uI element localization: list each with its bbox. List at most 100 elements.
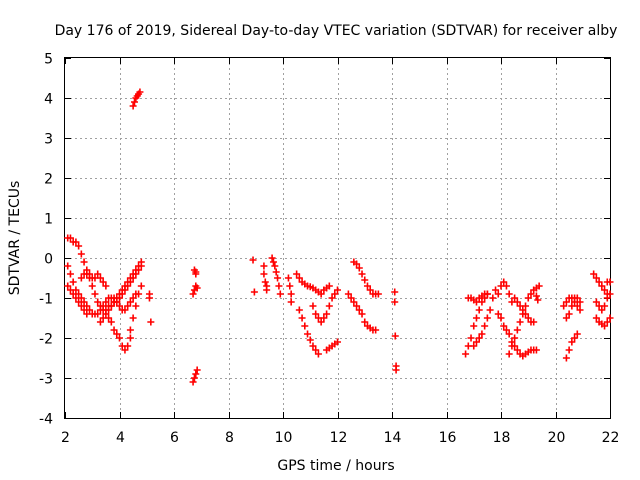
data-point — [287, 298, 295, 306]
data-point — [317, 318, 325, 326]
series-arc-16-17b — [464, 290, 491, 306]
data-point — [309, 302, 317, 310]
data-point — [88, 282, 96, 290]
y-tick-label: -2 — [39, 332, 53, 348]
data-point — [353, 302, 361, 310]
data-point — [69, 278, 77, 286]
data-point — [269, 258, 277, 266]
data-point — [135, 290, 143, 298]
data-point — [576, 306, 584, 314]
data-point — [601, 322, 609, 330]
data-point — [481, 322, 489, 330]
data-point — [312, 310, 320, 318]
data-point — [573, 330, 581, 338]
data-point — [513, 326, 521, 334]
data-point — [83, 310, 91, 318]
data-point — [392, 366, 400, 374]
data-point — [472, 338, 480, 346]
series-arc-d — [77, 270, 110, 290]
y-tick-label: 3 — [44, 132, 53, 148]
data-point — [66, 270, 74, 278]
data-point — [516, 318, 524, 326]
data-point — [562, 314, 570, 322]
data-point — [606, 314, 614, 322]
data-point — [260, 262, 268, 270]
data-point — [121, 286, 129, 294]
series-arc-12-13 — [350, 258, 382, 298]
x-tick-label: 18 — [493, 430, 511, 446]
data-point — [102, 298, 110, 306]
series-arc-18a — [494, 278, 516, 306]
data-point — [64, 262, 72, 270]
data-point — [516, 302, 524, 310]
data-point — [355, 306, 363, 314]
data-point — [80, 258, 88, 266]
data-point — [470, 342, 478, 350]
data-point — [306, 336, 314, 344]
data-point — [391, 332, 399, 340]
data-point — [519, 306, 527, 314]
y-tick-label: 5 — [44, 52, 53, 68]
data-point — [344, 290, 352, 298]
data-point — [511, 334, 519, 342]
series-arc-11a — [309, 286, 341, 326]
data-point — [136, 88, 144, 96]
data-point — [286, 282, 294, 290]
data-point — [598, 306, 606, 314]
x-axis-label: GPS time / hours — [277, 458, 394, 474]
data-point — [331, 290, 339, 298]
data-point — [295, 306, 303, 314]
data-point — [293, 270, 301, 278]
data-point — [72, 238, 80, 246]
data-points — [64, 88, 614, 386]
data-point — [126, 298, 134, 306]
data-point — [105, 314, 113, 322]
data-point — [534, 296, 542, 304]
data-point — [261, 278, 269, 286]
data-point — [271, 262, 279, 270]
data-point — [500, 322, 508, 330]
data-point — [135, 266, 143, 274]
data-point — [590, 270, 598, 278]
data-point — [475, 334, 483, 342]
y-tick-label: 4 — [44, 92, 53, 108]
data-point — [524, 314, 532, 322]
data-point — [190, 374, 198, 382]
data-point — [96, 318, 104, 326]
x-tick-label: 2 — [61, 430, 70, 446]
data-point — [334, 338, 341, 346]
series-arc-10b — [293, 270, 333, 298]
x-tick-label: 4 — [116, 430, 125, 446]
data-point — [298, 314, 306, 322]
data-point — [137, 282, 145, 290]
series-arc-6-7c — [189, 366, 201, 386]
data-point — [328, 294, 336, 302]
data-point — [72, 294, 80, 302]
data-point — [147, 318, 155, 326]
series-arc-12 — [344, 290, 366, 318]
data-point — [124, 282, 132, 290]
x-tick-label: 16 — [439, 430, 457, 446]
data-point — [532, 292, 540, 300]
data-point — [113, 298, 121, 306]
series-arc-h — [105, 314, 134, 354]
x-tick-label: 10 — [275, 430, 293, 446]
data-point — [129, 102, 137, 110]
data-point — [94, 310, 102, 318]
series-arc-9-10a — [260, 262, 271, 294]
data-point — [532, 346, 540, 354]
data-point — [91, 290, 99, 298]
data-point — [118, 290, 126, 298]
y-tick-label: -4 — [39, 412, 53, 428]
x-tick-label: 6 — [170, 430, 179, 446]
data-point — [391, 288, 399, 296]
data-point — [505, 290, 513, 298]
data-point — [250, 288, 258, 296]
data-point — [66, 286, 74, 294]
data-point — [86, 270, 94, 278]
data-point — [102, 282, 110, 290]
data-point — [606, 278, 614, 286]
data-point — [145, 290, 153, 298]
data-point — [304, 330, 312, 338]
